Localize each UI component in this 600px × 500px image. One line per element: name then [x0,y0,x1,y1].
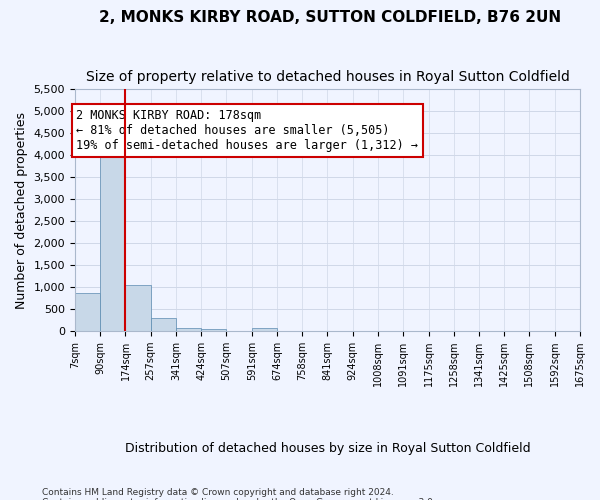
Bar [201,329,226,331]
Bar [151,318,176,331]
Text: Contains public sector information licensed under the Open Government Licence v3: Contains public sector information licen… [42,498,436,500]
Text: 2 MONKS KIRBY ROAD: 178sqm
← 81% of detached houses are smaller (5,505)
19% of s: 2 MONKS KIRBY ROAD: 178sqm ← 81% of deta… [76,109,418,152]
Bar [252,328,277,331]
Bar [176,328,201,331]
Bar [125,284,151,331]
Bar [100,132,125,331]
Y-axis label: Number of detached properties: Number of detached properties [15,112,28,309]
Title: Size of property relative to detached houses in Royal Sutton Coldfield: Size of property relative to detached ho… [86,70,569,84]
X-axis label: Distribution of detached houses by size in Royal Sutton Coldfield: Distribution of detached houses by size … [125,442,530,455]
Bar [75,292,100,331]
Text: 2, MONKS KIRBY ROAD, SUTTON COLDFIELD, B76 2UN: 2, MONKS KIRBY ROAD, SUTTON COLDFIELD, B… [99,10,561,25]
Text: Contains HM Land Registry data © Crown copyright and database right 2024.: Contains HM Land Registry data © Crown c… [42,488,394,497]
